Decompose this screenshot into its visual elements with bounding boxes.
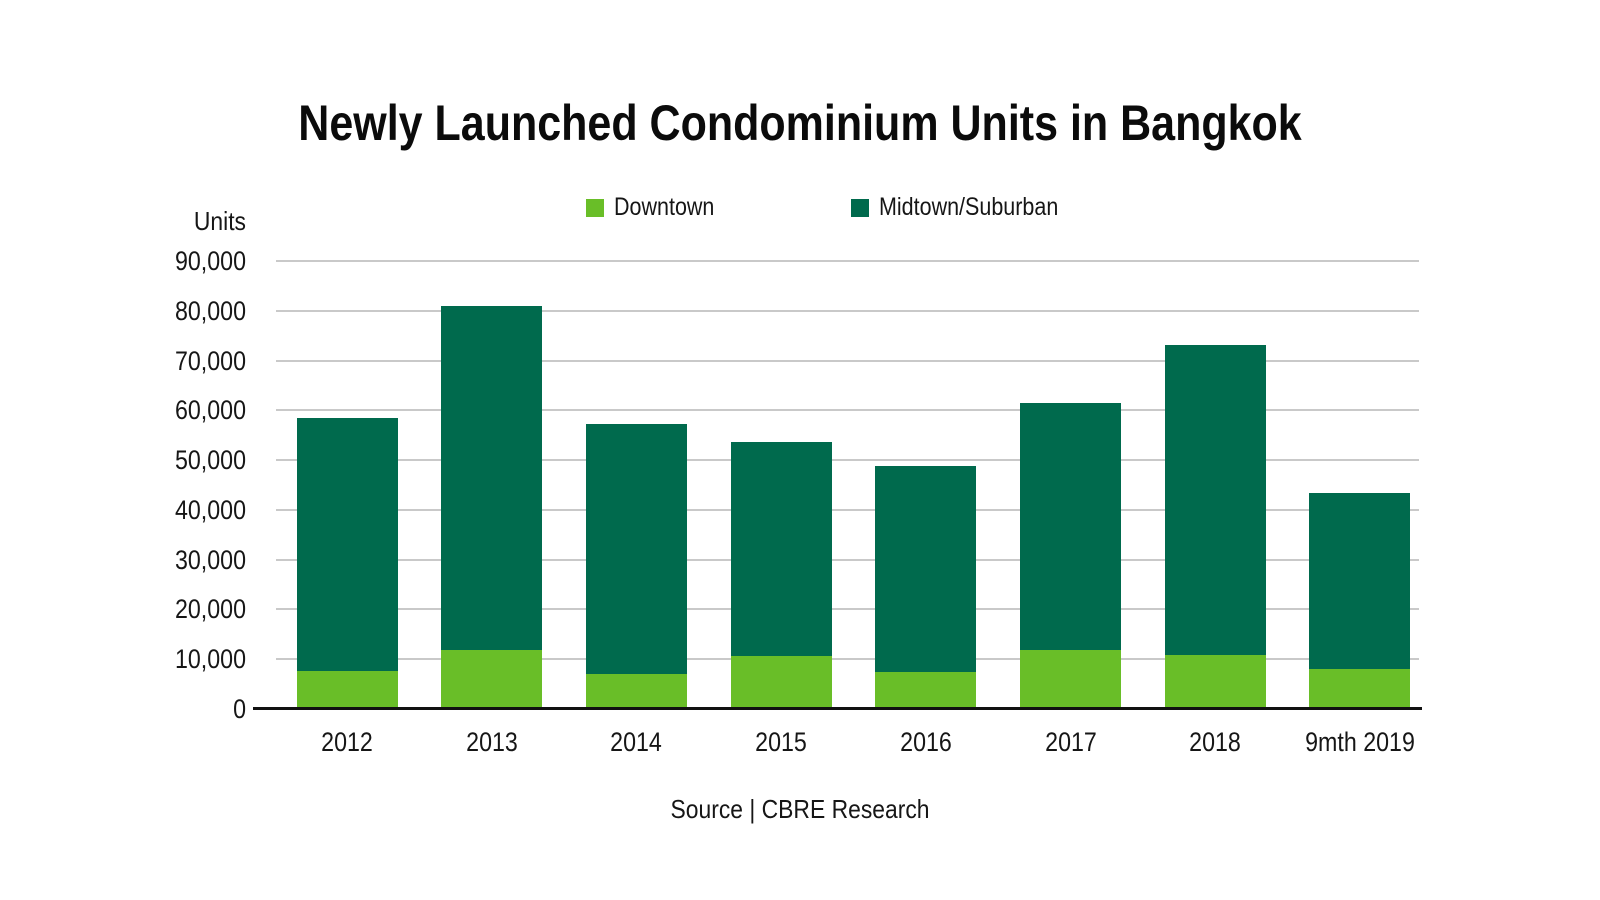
bar-2013-downtown <box>441 650 543 709</box>
legend-label-downtown: Downtown <box>614 193 715 221</box>
gridline-60000 <box>276 409 1419 412</box>
y-tick-label: 10,000 <box>174 644 246 675</box>
gridline-40000 <box>276 508 1419 511</box>
x-tick-label-2018: 2018 <box>1189 727 1242 757</box>
legend-swatch-midtown-suburban-icon <box>851 198 870 217</box>
y-tick-label: 20,000 <box>174 594 246 625</box>
gridline-80000 <box>276 309 1419 312</box>
bar-2018-midtown-suburban <box>1164 345 1266 656</box>
chart-title: Newly Launched Condominium Units in Bang… <box>298 95 1302 151</box>
bar-2016-midtown-suburban <box>875 466 977 672</box>
y-tick-label: 50,000 <box>174 445 246 476</box>
legend-swatch-downtown-icon <box>586 198 605 217</box>
y-tick-label: 90,000 <box>174 246 246 276</box>
x-tick-label-9mth-2019: 9mth 2019 <box>1305 727 1415 757</box>
legend-item-midtown-suburban: Midtown/Suburban <box>851 193 1087 222</box>
x-tick-label-2016: 2016 <box>899 727 952 757</box>
x-tick-label-2013: 2013 <box>465 727 518 757</box>
y-tick-label: 80,000 <box>174 295 246 326</box>
legend-label-midtown-suburban: Midtown/Suburban <box>879 193 1059 221</box>
bar-2015-downtown <box>730 656 832 709</box>
bar-2012-downtown <box>296 671 398 709</box>
bar-2013-midtown-suburban <box>441 305 543 651</box>
bar-2014-downtown <box>585 673 687 709</box>
bar-2015-midtown-suburban <box>730 441 832 657</box>
bar-2017-downtown <box>1020 649 1121 709</box>
legend: Downtown Midtown/Suburban <box>74 193 1600 222</box>
x-tick-label-2012: 2012 <box>321 727 373 757</box>
x-tick-label-2014: 2014 <box>610 727 663 757</box>
bar-9mth-2019-midtown-suburban <box>1309 492 1411 670</box>
gridline-50000 <box>276 459 1419 462</box>
y-tick-label: 0 <box>233 694 246 724</box>
y-tick-label: 30,000 <box>174 544 246 575</box>
bar-2012-midtown-suburban <box>296 418 398 672</box>
y-tick-label: 60,000 <box>174 395 246 426</box>
x-tick-label-2017: 2017 <box>1044 727 1097 757</box>
bar-2018-downtown <box>1164 655 1266 709</box>
y-tick-label: 40,000 <box>174 494 246 525</box>
x-axis-line <box>253 707 1422 710</box>
bar-2014-midtown-suburban <box>585 423 687 674</box>
gridline-30000 <box>276 558 1419 561</box>
bar-9mth-2019-downtown <box>1309 669 1411 709</box>
y-axis-unit-label: Units <box>193 206 246 236</box>
bar-2016-downtown <box>875 671 977 709</box>
bar-2017-midtown-suburban <box>1020 403 1121 650</box>
source-caption: Source | CBRE Research <box>670 794 930 824</box>
gridline-20000 <box>276 608 1419 611</box>
gridline-10000 <box>276 658 1419 661</box>
legend-item-downtown: Downtown <box>586 193 731 222</box>
y-tick-label: 70,000 <box>174 345 246 376</box>
gridline-70000 <box>276 359 1419 362</box>
x-tick-label-2015: 2015 <box>755 727 807 757</box>
gridline-90000 <box>276 260 1419 262</box>
